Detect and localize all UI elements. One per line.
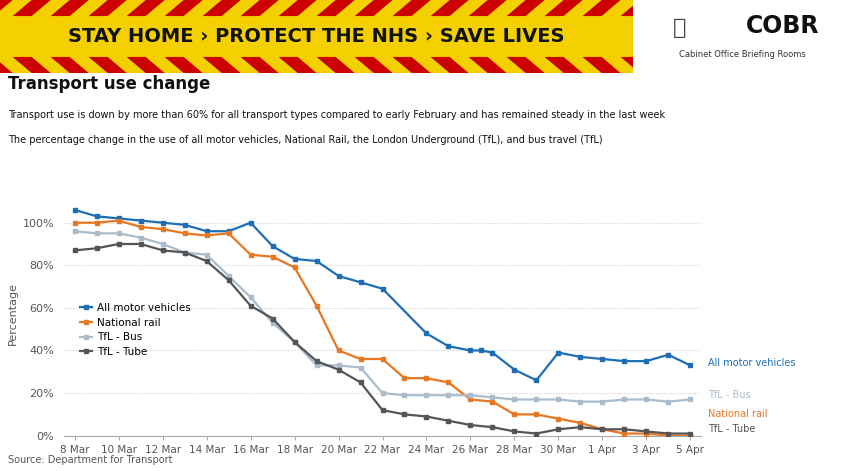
- Polygon shape: [620, 57, 659, 73]
- Polygon shape: [316, 57, 354, 73]
- Polygon shape: [0, 0, 13, 16]
- Polygon shape: [468, 0, 507, 16]
- Text: Transport use is down by more than 60% for all transport types compared to early: Transport use is down by more than 60% f…: [8, 110, 666, 121]
- Polygon shape: [582, 0, 620, 16]
- Polygon shape: [127, 57, 165, 73]
- Polygon shape: [507, 0, 545, 16]
- Text: All motor vehicles: All motor vehicles: [708, 358, 796, 368]
- Polygon shape: [507, 57, 545, 73]
- Legend: All motor vehicles, National rail, TfL - Bus, TfL - Tube: All motor vehicles, National rail, TfL -…: [76, 299, 196, 361]
- Polygon shape: [545, 57, 582, 73]
- Polygon shape: [165, 0, 202, 16]
- Polygon shape: [0, 57, 13, 73]
- Text: COBR: COBR: [746, 14, 819, 38]
- Polygon shape: [354, 57, 393, 73]
- Text: TfL - Tube: TfL - Tube: [708, 424, 755, 434]
- Polygon shape: [696, 0, 734, 16]
- Polygon shape: [659, 57, 696, 73]
- Text: STAY HOME › PROTECT THE NHS › SAVE LIVES: STAY HOME › PROTECT THE NHS › SAVE LIVES: [68, 27, 565, 46]
- Polygon shape: [696, 57, 734, 73]
- Polygon shape: [279, 57, 317, 73]
- Text: TfL - Bus: TfL - Bus: [708, 390, 751, 400]
- Polygon shape: [431, 57, 468, 73]
- Polygon shape: [659, 0, 696, 16]
- Polygon shape: [241, 0, 279, 16]
- Y-axis label: Percentage: Percentage: [8, 282, 18, 345]
- Text: Cabinet Office Briefing Rooms: Cabinet Office Briefing Rooms: [679, 50, 806, 59]
- Polygon shape: [127, 0, 165, 16]
- Polygon shape: [545, 0, 582, 16]
- Polygon shape: [620, 0, 659, 16]
- Polygon shape: [354, 0, 393, 16]
- Polygon shape: [582, 57, 620, 73]
- Text: 🏛: 🏛: [672, 18, 686, 38]
- Polygon shape: [88, 0, 127, 16]
- Polygon shape: [431, 0, 468, 16]
- Polygon shape: [202, 57, 241, 73]
- Polygon shape: [165, 57, 202, 73]
- Polygon shape: [393, 0, 431, 16]
- Text: The percentage change in the use of all motor vehicles, National Rail, the Londo: The percentage change in the use of all …: [8, 135, 604, 145]
- Polygon shape: [468, 57, 507, 73]
- Text: Transport use change: Transport use change: [8, 75, 211, 93]
- Polygon shape: [51, 57, 88, 73]
- Polygon shape: [279, 0, 317, 16]
- Polygon shape: [13, 57, 51, 73]
- Polygon shape: [13, 0, 51, 16]
- Polygon shape: [316, 0, 354, 16]
- Polygon shape: [88, 57, 127, 73]
- Text: National rail: National rail: [708, 409, 768, 419]
- Polygon shape: [241, 57, 279, 73]
- Polygon shape: [393, 57, 431, 73]
- Text: Source: Department for Transport: Source: Department for Transport: [8, 455, 173, 465]
- Polygon shape: [202, 0, 241, 16]
- Polygon shape: [51, 0, 88, 16]
